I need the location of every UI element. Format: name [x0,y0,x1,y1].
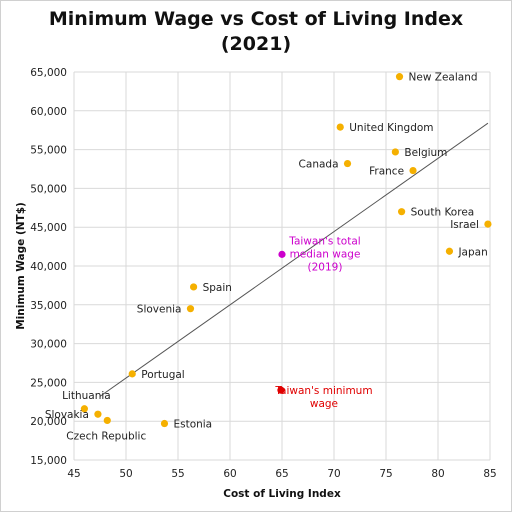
point-label: Portugal [141,369,185,381]
chart-title-line-2: (2021) [220,33,292,55]
data-point [103,416,111,425]
data-point [398,208,406,216]
y-tick-label: 65,000 [30,67,67,79]
point-label: Slovenia [137,304,182,316]
axes: 15,000 20,000 25,000 30,000 35,000 40,000 45,0… [30,67,496,480]
data-point [160,419,169,428]
points-layer [80,73,492,428]
point-label: France [369,166,404,178]
data-point [395,73,404,81]
data-point [484,220,492,228]
y-tick-label: 45,000 [30,222,67,234]
data-point [391,148,399,156]
y-tick-label: 30,000 [30,339,67,351]
grid-lines [73,71,491,461]
y-tick-label: 20,000 [30,416,67,428]
data-point [80,405,88,413]
point-label: United Kingdom [349,122,433,134]
data-point [278,250,286,258]
chart-title-line-1: Minimum Wage vs Cost of Living Index [48,8,464,30]
y-tick-label: 15,000 [30,455,67,467]
x-tick-label: 55 [171,468,184,480]
point-label: Czech Republic [66,430,146,442]
point-label: South Korea [411,207,475,219]
point-label: Spain [203,282,232,294]
x-tick-label: 65 [275,468,288,480]
point-label: Israel [450,219,479,231]
x-tick-label: 60 [223,468,236,480]
trendline [99,122,489,397]
y-tick-label: 40,000 [30,261,67,273]
data-point [409,166,417,175]
x-tick-label: 45 [67,468,80,480]
x-tick-label: 50 [119,468,132,480]
x-axis-title: Cost of Living Index [223,488,341,500]
point-labels-layer: New Zealand United Kingdom Belgium Canada Fr… [45,72,488,443]
point-label: Lithuania [62,390,111,402]
point-label: New Zealand [409,72,478,84]
trendline-layer [99,122,489,397]
data-point [336,123,344,131]
data-point [343,159,352,168]
point-label: Estonia [173,419,212,431]
data-point [277,386,285,394]
point-label: Belgium [404,147,447,159]
data-point [94,410,102,418]
data-point [186,305,195,313]
x-tick-label: 70 [327,468,340,480]
y-tick-label: 50,000 [30,183,67,195]
point-label: Taiwan's total median wage (2019) [288,235,360,273]
point-label: Slovakia [45,409,89,421]
x-tick-label: 80 [431,468,444,480]
point-label: Canada [299,159,339,171]
y-tick-label: 55,000 [30,145,67,157]
data-point [128,370,136,378]
x-tick-label: 85 [483,468,496,480]
y-tick-label: 60,000 [30,106,67,118]
point-label: Taiwan's minimum wage [274,385,372,410]
y-tick-label: 25,000 [30,377,67,389]
x-tick-label: 75 [379,468,392,480]
data-point [190,283,198,291]
y-axis-title: Minimum Wage (NT$) [15,202,27,330]
point-label: Japan [457,246,487,258]
data-point [445,247,454,255]
y-tick-label: 35,000 [30,300,67,312]
